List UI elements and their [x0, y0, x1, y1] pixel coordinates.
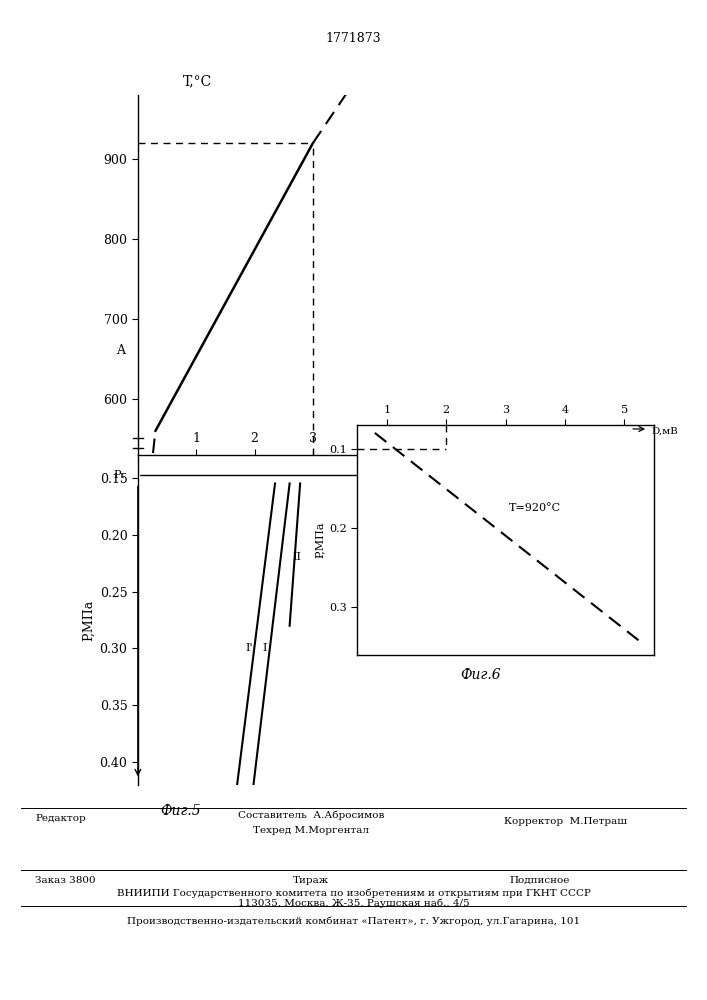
- Text: Фиг.5: Фиг.5: [160, 804, 201, 818]
- Text: II: II: [292, 552, 301, 562]
- Text: I: I: [263, 643, 267, 653]
- Text: 1771873: 1771873: [326, 32, 381, 45]
- Text: Производственно-издательский комбинат «Патент», г. Ужгород, ул.Гагарина, 101: Производственно-издательский комбинат «П…: [127, 916, 580, 926]
- Y-axis label: P,МПа: P,МПа: [315, 522, 325, 558]
- Text: 113035, Москва, Ж-35, Раушская наб., 4/5: 113035, Москва, Ж-35, Раушская наб., 4/5: [238, 899, 469, 908]
- Text: Фиг.6: Фиг.6: [460, 668, 501, 682]
- Text: D,мB: D,мB: [386, 458, 419, 471]
- Text: Техред М.Моргентал: Техред М.Моргентал: [253, 826, 369, 835]
- Text: Составитель  А.Абросимов: Составитель А.Абросимов: [238, 811, 385, 820]
- Text: Редактор: Редактор: [35, 814, 86, 823]
- Text: P₁: P₁: [113, 470, 125, 480]
- Text: Подписное: Подписное: [509, 876, 569, 885]
- Text: T,°C: T,°C: [183, 74, 212, 88]
- Text: T=920°C: T=920°C: [509, 503, 561, 513]
- Text: ВНИИПИ Государственного комитета по изобретениям и открытиям при ГКНТ СССР: ВНИИПИ Государственного комитета по изоб…: [117, 888, 590, 898]
- Text: Заказ 3800: Заказ 3800: [35, 876, 96, 885]
- Text: I': I': [245, 643, 252, 653]
- Text: Корректор  М.Петраш: Корректор М.Петраш: [504, 817, 627, 826]
- Text: D,мB: D,мB: [651, 427, 678, 436]
- Y-axis label: P,МПа: P,МПа: [82, 599, 95, 641]
- Text: A: A: [116, 344, 125, 358]
- Text: Тираж: Тираж: [293, 876, 329, 885]
